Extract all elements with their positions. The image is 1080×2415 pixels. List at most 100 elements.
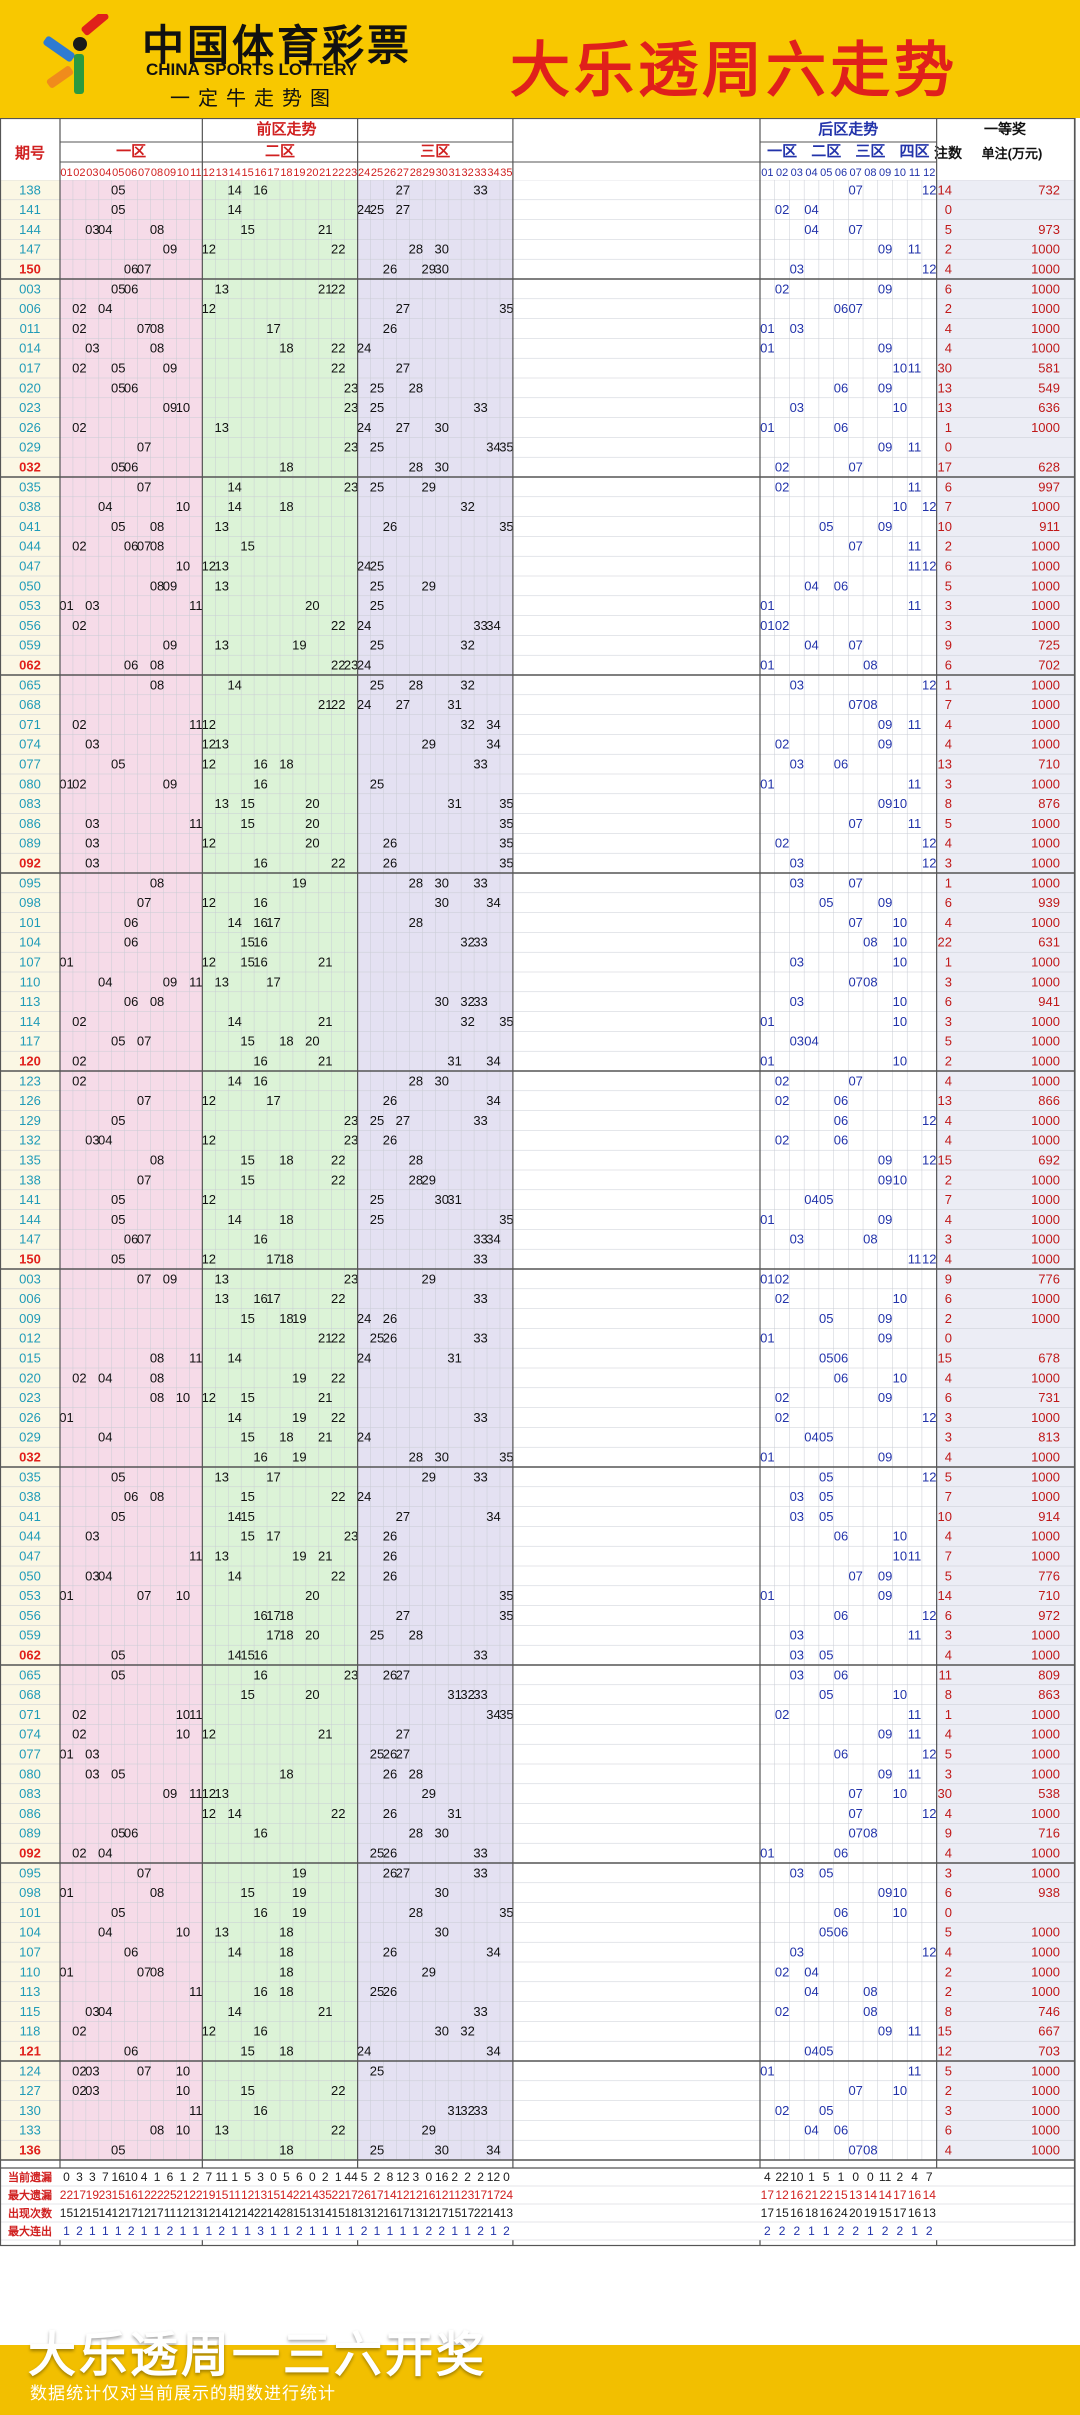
front-ball: 03 (85, 1746, 99, 1761)
winner-count: 2 (945, 242, 952, 257)
front-stat-value: 16 (112, 2170, 126, 2184)
issue-number: 138 (19, 1172, 41, 1187)
back-stat-value: 2 (779, 2224, 786, 2238)
back-ball: 07 (848, 2083, 862, 2098)
header-prize-label: 一等奖 (984, 121, 1027, 137)
prize-amount: 692 (1038, 1152, 1060, 1167)
front-ball: 02 (72, 618, 86, 633)
winner-count: 10 (938, 1509, 952, 1524)
front-ball: 16 (253, 915, 267, 930)
issue-number: 044 (19, 1529, 41, 1544)
front-stat-value: 2 (322, 2170, 329, 2184)
issue-number: 124 (19, 2063, 41, 2078)
front-ball: 18 (279, 459, 293, 474)
front-ball: 30 (434, 459, 448, 474)
issue-number: 026 (19, 1410, 41, 1425)
back-ball: 12 (922, 1410, 936, 1425)
back-ball: 04 (804, 1192, 818, 1207)
front-stat-value: 0 (270, 2170, 277, 2184)
front-ball: 35 (499, 1707, 513, 1722)
front-ball: 02 (72, 321, 86, 336)
front-ball: 18 (279, 1766, 293, 1781)
front-ball: 25 (370, 598, 384, 613)
issue-number: 023 (19, 1390, 41, 1405)
front-ball: 22 (331, 2083, 345, 2098)
front-number-header: 18 (280, 167, 292, 179)
front-ball: 11 (189, 1707, 203, 1722)
front-ball: 06 (124, 935, 138, 950)
winner-count: 2 (945, 301, 952, 316)
winner-count: 4 (945, 261, 952, 276)
front-ball: 14 (227, 1944, 241, 1959)
winner-count: 2 (945, 1053, 952, 1068)
front-ball: 18 (279, 1251, 293, 1266)
front-ball: 26 (383, 1984, 397, 1999)
prize-amount: 538 (1038, 1786, 1060, 1801)
front-ball: 08 (150, 222, 164, 237)
front-ball: 30 (434, 261, 448, 276)
prize-amount: 1000 (1031, 1727, 1060, 1742)
issue-number: 053 (19, 598, 41, 613)
front-ball: 09 (163, 776, 177, 791)
prize-amount: 1000 (1031, 1449, 1060, 1464)
prize-amount: 1000 (1031, 1073, 1060, 1088)
front-number-header: 09 (164, 167, 176, 179)
front-ball: 05 (111, 1212, 125, 1227)
back-ball: 10 (893, 499, 907, 514)
back-ball: 01 (760, 1212, 774, 1227)
front-ball: 28 (409, 242, 423, 257)
front-ball: 05 (111, 1667, 125, 1682)
front-ball: 11 (189, 717, 203, 732)
front-ball: 25 (370, 638, 384, 653)
back-ball: 06 (834, 1350, 848, 1365)
front-stat-value: 2 (477, 2224, 484, 2238)
front-stat-value: 12 (202, 2206, 216, 2220)
back-stat-value: 2 (852, 2224, 859, 2238)
front-stat-value: 6 (167, 2170, 174, 2184)
front-ball: 09 (163, 578, 177, 593)
front-ball: 13 (215, 519, 229, 534)
back-stat-value: 1 (838, 2170, 845, 2184)
issue-number: 035 (19, 1469, 41, 1484)
front-ball: 30 (434, 2142, 448, 2157)
issue-number: 121 (19, 2043, 41, 2058)
back-ball: 08 (863, 2004, 877, 2019)
brand-subtitle: 一定牛走势图 (170, 86, 338, 110)
front-ball: 18 (279, 1430, 293, 1445)
front-ball: 14 (227, 1212, 241, 1227)
back-ball: 10 (893, 1548, 907, 1563)
front-ball: 26 (383, 1133, 397, 1148)
front-ball: 18 (279, 1311, 293, 1326)
back-ball: 09 (878, 1331, 892, 1346)
front-ball: 16 (253, 2103, 267, 2118)
front-stat-value: 7 (205, 2170, 212, 2184)
front-stat-value: 1 (387, 2224, 394, 2238)
back-number-header: 10 (894, 167, 906, 179)
issue-number: 104 (19, 1925, 41, 1940)
winner-count: 5 (945, 1568, 952, 1583)
winner-count: 3 (945, 1410, 952, 1425)
back-ball: 03 (790, 855, 804, 870)
front-ball: 01 (59, 1410, 73, 1425)
winner-count: 3 (945, 1430, 952, 1445)
front-ball: 05 (111, 380, 125, 395)
back-ball: 09 (878, 1212, 892, 1227)
issue-number: 098 (19, 1885, 41, 1900)
front-ball: 14 (227, 915, 241, 930)
prize-amount: 1000 (1031, 558, 1060, 573)
front-number-header: 14 (229, 167, 241, 179)
front-ball: 05 (111, 1766, 125, 1781)
winner-count: 9 (945, 1271, 952, 1286)
front-ball: 29 (422, 1172, 436, 1187)
front-ball: 15 (240, 1034, 254, 1049)
back-ball: 12 (922, 1944, 936, 1959)
front-ball: 35 (499, 1588, 513, 1603)
back-ball: 11 (908, 717, 922, 732)
front-number-header: 33 (474, 167, 486, 179)
prize-amount: 1000 (1031, 1311, 1060, 1326)
front-ball: 02 (72, 1707, 86, 1722)
back-ball: 04 (804, 638, 818, 653)
front-ball: 09 (163, 1786, 177, 1801)
front-ball: 21 (318, 1390, 332, 1405)
front-ball: 06 (124, 657, 138, 672)
